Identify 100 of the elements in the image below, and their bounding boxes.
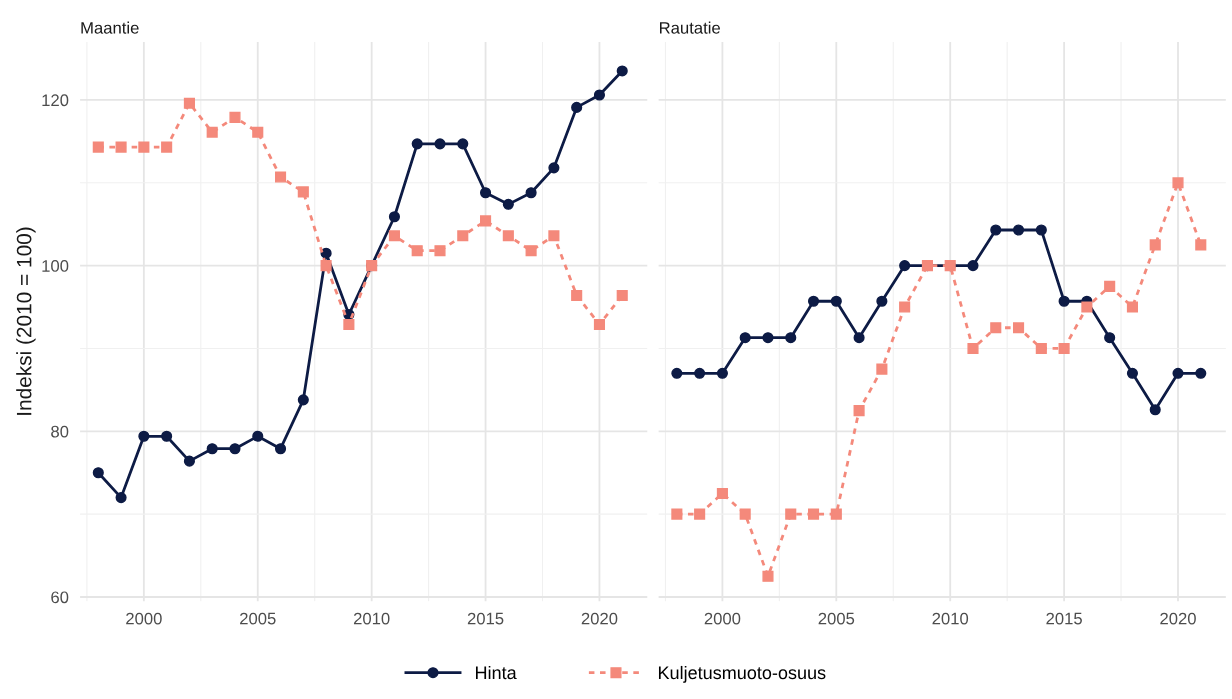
point xyxy=(830,508,842,520)
point xyxy=(1195,367,1207,379)
chart-title: Rautatie xyxy=(660,21,720,34)
point xyxy=(571,101,583,113)
point xyxy=(899,260,911,272)
point xyxy=(479,215,492,227)
point xyxy=(183,455,195,467)
point xyxy=(92,467,104,479)
point xyxy=(229,111,241,123)
point xyxy=(457,230,469,242)
x-tick-label: 2000 xyxy=(126,612,162,625)
point xyxy=(876,363,888,375)
point xyxy=(739,332,751,344)
y-tick-label: 60 xyxy=(51,591,69,604)
point xyxy=(1104,280,1116,292)
point xyxy=(206,443,218,455)
point xyxy=(1172,367,1184,379)
point xyxy=(1195,239,1207,251)
point xyxy=(274,171,287,183)
point xyxy=(297,186,309,198)
x-tick-label: 2005 xyxy=(240,612,276,625)
point xyxy=(1149,404,1161,416)
y-tick-label: 80 xyxy=(51,425,69,438)
x-tick-label: 2005 xyxy=(818,612,855,625)
point xyxy=(762,332,774,344)
y-axis-title: Indeksi (2010 = 100) xyxy=(16,227,36,415)
point xyxy=(853,332,865,344)
point xyxy=(161,141,173,153)
point xyxy=(807,295,820,307)
point xyxy=(1012,224,1025,236)
point xyxy=(388,230,400,242)
legend-label: Hinta xyxy=(476,665,517,680)
x-tick-label: 2020 xyxy=(581,612,618,625)
point xyxy=(252,430,264,442)
point xyxy=(899,301,911,313)
point xyxy=(297,394,309,406)
x-tick-label: 2000 xyxy=(704,612,741,625)
point xyxy=(1104,332,1116,344)
point xyxy=(206,126,218,138)
point xyxy=(229,443,241,455)
point xyxy=(92,141,104,153)
x-tick-label: 2010 xyxy=(932,612,969,625)
point xyxy=(502,198,514,210)
point xyxy=(411,245,423,257)
point xyxy=(830,295,842,307)
x-tick-label: 2010 xyxy=(353,612,390,625)
point xyxy=(548,162,560,174)
x-tick-label: 2020 xyxy=(1160,612,1196,625)
point xyxy=(694,508,706,520)
point xyxy=(1058,342,1070,355)
x-tick-label: 2015 xyxy=(467,612,504,625)
point xyxy=(161,430,173,442)
point xyxy=(1172,177,1184,189)
point xyxy=(785,332,797,344)
point xyxy=(388,211,400,223)
point xyxy=(115,141,127,153)
point xyxy=(1035,342,1047,355)
point xyxy=(716,487,728,499)
point xyxy=(1126,301,1139,313)
point xyxy=(1035,224,1047,236)
point xyxy=(967,260,979,272)
x-tick-label: 2015 xyxy=(1046,612,1082,625)
point xyxy=(762,570,774,582)
point xyxy=(138,430,150,442)
point xyxy=(183,97,195,109)
point xyxy=(320,260,332,272)
point xyxy=(1126,367,1139,379)
point xyxy=(411,138,423,150)
chart-title: Maantie xyxy=(81,21,139,34)
point xyxy=(739,508,751,520)
point xyxy=(479,187,492,199)
point xyxy=(1012,322,1025,334)
point xyxy=(434,245,446,257)
point xyxy=(593,89,606,101)
point xyxy=(990,224,1002,236)
point xyxy=(274,443,287,455)
point xyxy=(1081,301,1093,313)
point xyxy=(434,138,446,150)
point xyxy=(593,318,606,330)
point xyxy=(525,245,537,257)
point xyxy=(616,65,628,77)
point xyxy=(876,295,888,307)
point xyxy=(1149,239,1161,251)
point xyxy=(457,138,469,150)
point xyxy=(1058,295,1070,307)
point xyxy=(785,508,797,520)
point xyxy=(716,367,728,379)
point xyxy=(548,230,560,242)
point xyxy=(616,289,628,302)
y-tick-label: 120 xyxy=(42,94,69,107)
point xyxy=(671,367,683,379)
point xyxy=(320,247,332,259)
y-tick-label: 100 xyxy=(42,260,69,272)
point xyxy=(525,187,537,199)
point xyxy=(967,342,979,355)
point xyxy=(343,318,355,330)
point xyxy=(671,508,683,520)
point xyxy=(853,405,865,417)
point xyxy=(990,322,1002,334)
legend-label: Kuljetusmuoto-osuus xyxy=(658,665,826,683)
